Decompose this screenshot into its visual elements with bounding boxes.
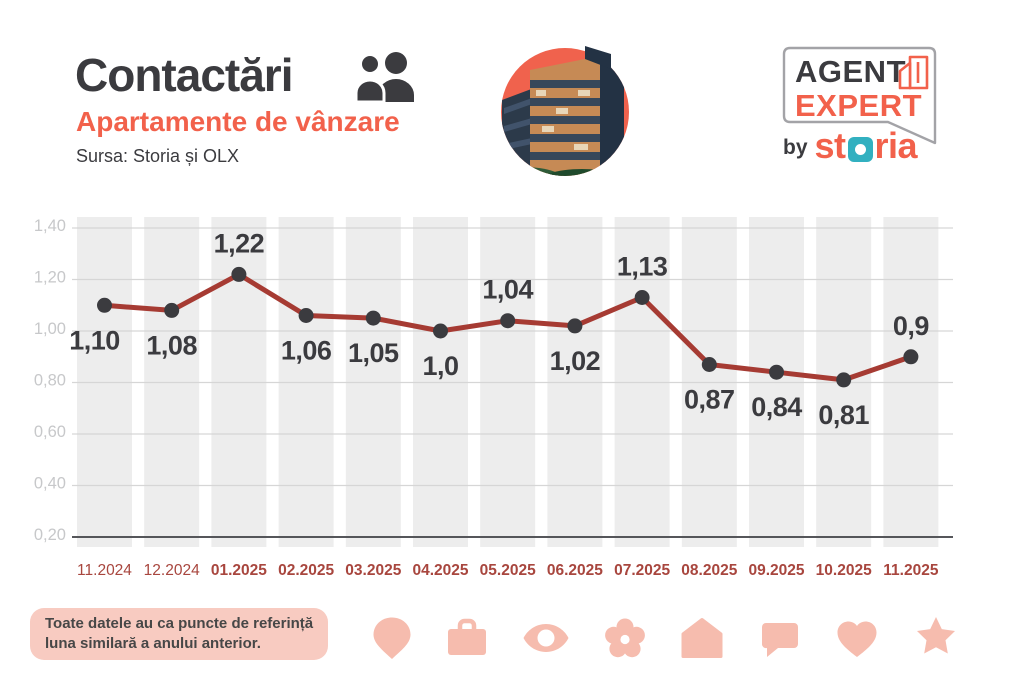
logo-expert-text: EXPERT: [795, 88, 922, 123]
y-tick-label: 0,40: [34, 475, 66, 493]
agent-expert-logo: AGENT EXPERT: [782, 46, 937, 145]
x-tick-label: 03.2025: [345, 562, 401, 579]
storia-o-icon: [847, 137, 873, 162]
y-tick-label: 0,80: [34, 372, 66, 390]
page-title: Contactări: [75, 49, 293, 101]
speech-bubble-outline: [782, 46, 937, 145]
logo-agent-text: AGENT: [795, 54, 906, 89]
flower-icon: [604, 618, 645, 658]
point-value-label: 0,9: [893, 311, 930, 341]
y-tick-label: 1,40: [34, 217, 66, 235]
star-icon: [916, 617, 955, 654]
logo-by-text: by: [783, 136, 808, 159]
point-value-label: 0,87: [684, 385, 735, 415]
x-tick-label: 04.2025: [412, 562, 468, 579]
point-value-label: 1,10: [69, 325, 120, 355]
data-point: [164, 302, 180, 318]
note-line-2: luna similară a anului anterior.: [45, 635, 261, 652]
x-tick-label: 11.2025: [883, 562, 939, 579]
x-tick-label: 09.2025: [748, 562, 804, 579]
category-icon-row: [372, 614, 960, 664]
x-tick-label: 06.2025: [547, 562, 603, 579]
x-tick-label: 07.2025: [614, 562, 670, 579]
source-label: Sursa: Storia și OLX: [76, 146, 240, 166]
point-value-label: 1,06: [281, 336, 332, 366]
point-value-label: 0,84: [751, 392, 802, 422]
building-photo: [501, 46, 629, 176]
data-point: [231, 266, 247, 282]
data-point: [433, 323, 448, 339]
point-value-label: 1,08: [146, 330, 197, 360]
people-icon: [354, 52, 414, 102]
eye-icon: [523, 624, 569, 652]
point-value-label: 1,05: [348, 338, 399, 368]
y-tick-label: 1,20: [34, 269, 66, 287]
y-tick-label: 1,00: [34, 320, 66, 338]
data-point: [365, 310, 381, 326]
data-point: [903, 349, 919, 365]
x-tick-label: 08.2025: [681, 562, 737, 579]
data-point: [97, 297, 112, 313]
page-subtitle: Apartamente de vânzare: [76, 106, 400, 137]
data-point: [769, 364, 784, 380]
point-value-label: 1,0: [422, 351, 458, 381]
x-tick-label: 05.2025: [480, 562, 536, 579]
point-value-label: 1,04: [482, 275, 533, 305]
point-value-label: 1,13: [617, 252, 668, 282]
house-icon: [681, 618, 723, 658]
x-tick-label: 10.2025: [816, 562, 872, 579]
heart-icon: [837, 621, 877, 657]
storia-brand-end: ria: [874, 125, 918, 166]
data-point: [298, 308, 314, 323]
point-value-label: 1,22: [214, 228, 265, 258]
storia-brand-start: st: [814, 125, 847, 166]
reference-note: Toate datele au ca puncte de referință l…: [30, 608, 329, 660]
data-point: [500, 313, 516, 329]
y-tick-label: 0,20: [34, 526, 66, 544]
data-point: [701, 357, 717, 372]
data-point: [567, 318, 583, 334]
briefcase-icon: [447, 618, 486, 655]
logo-by-storia: by st ria: [783, 125, 918, 166]
x-tick-label: 12.2024: [144, 562, 200, 579]
point-value-label: 0,81: [818, 400, 869, 430]
pin-icon: [373, 617, 411, 659]
data-point: [634, 290, 650, 305]
x-tick-label: 01.2025: [211, 562, 267, 579]
point-value-label: 1,02: [550, 346, 601, 376]
chat-icon: [761, 623, 798, 657]
data-point: [836, 372, 852, 388]
contacts-line-chart: 1,40 1,20 1,00 0,80 0,60 0,40 0,20 1,10 1,08 1,22…: [34, 217, 953, 579]
x-tick-label: 02.2025: [278, 562, 334, 579]
y-tick-label: 0,60: [34, 423, 66, 441]
logo-building-icon: [898, 55, 929, 90]
note-line-1: Toate datele au ca puncte de referință: [45, 615, 314, 632]
x-tick-label: 11.2024: [77, 562, 132, 579]
